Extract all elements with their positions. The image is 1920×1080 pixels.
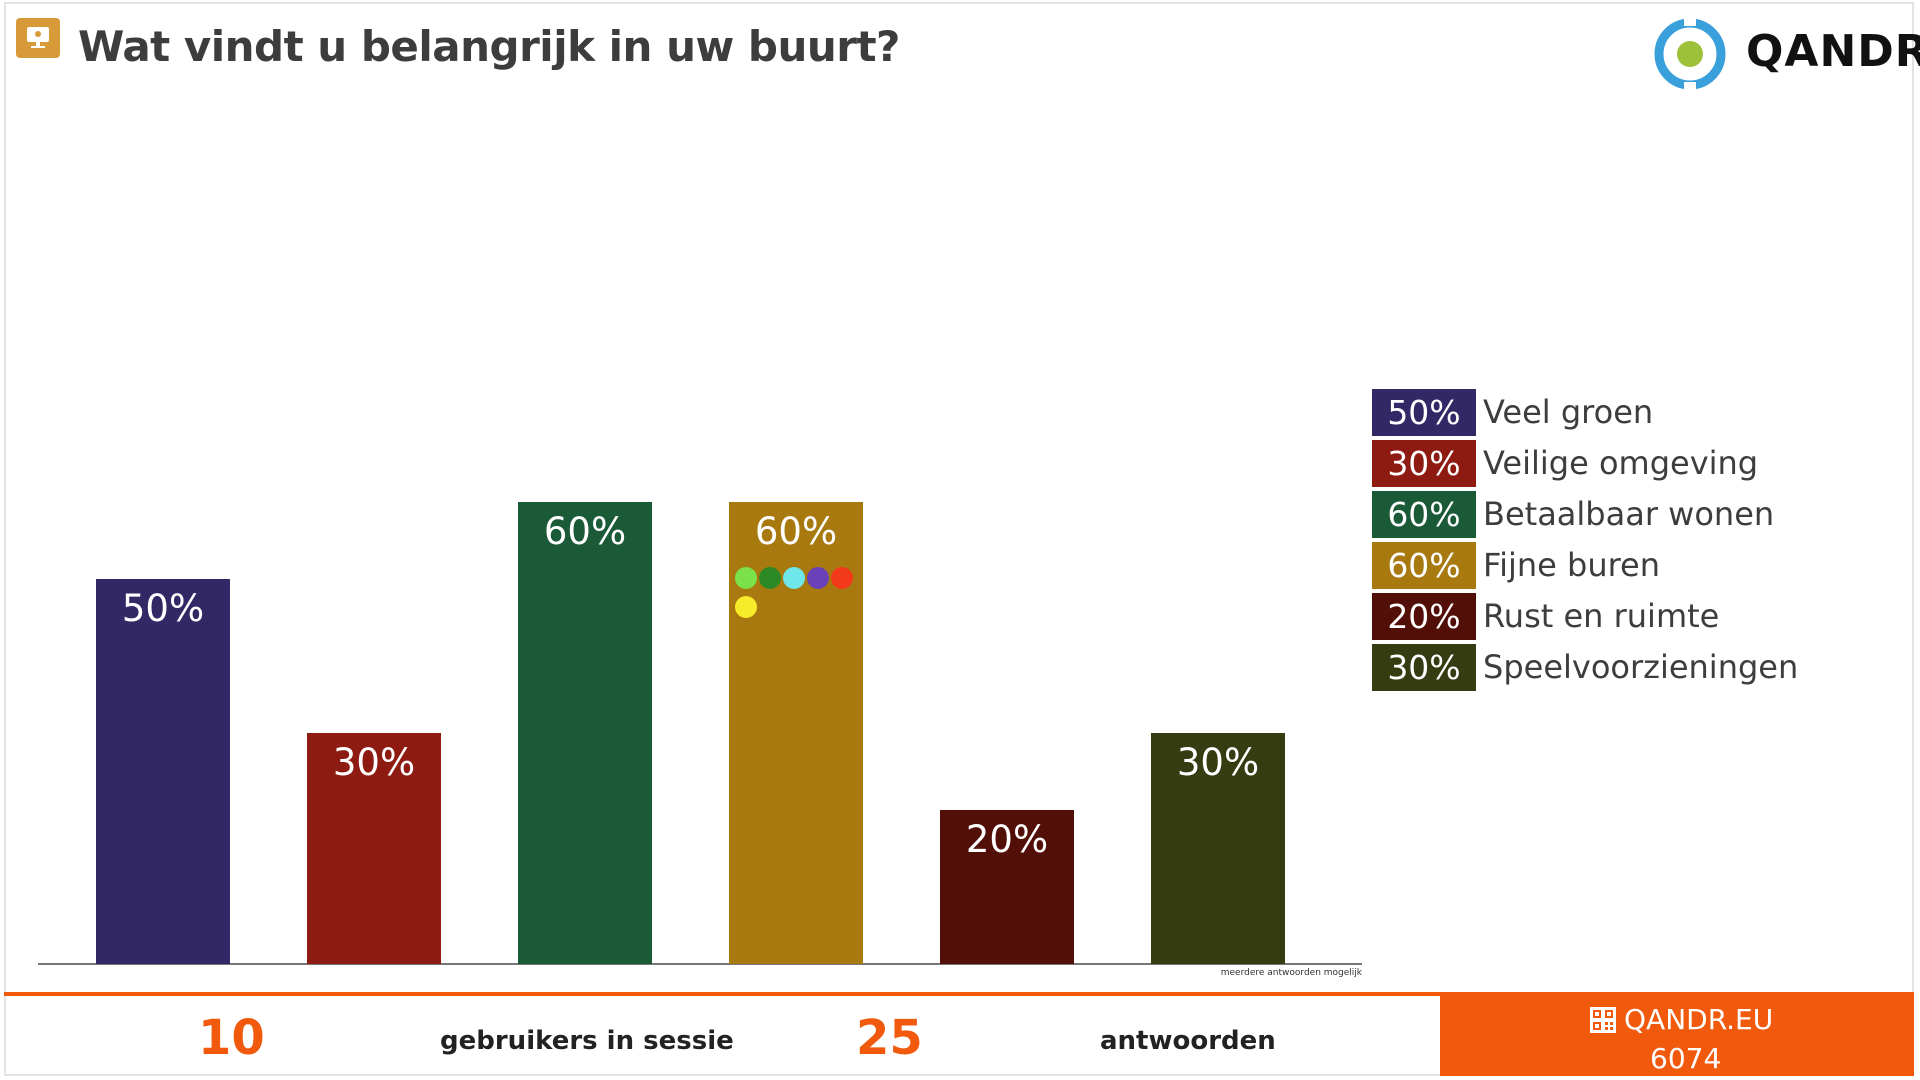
legend-label: Rust en ruimte: [1483, 597, 1720, 635]
answers-label: antwoorden: [1100, 1026, 1276, 1056]
bar-5: [940, 810, 1074, 964]
footer-bar: [4, 992, 1914, 1076]
bar-value-label: 60%: [544, 510, 626, 553]
legend-swatch: 30%: [1372, 439, 1476, 487]
legend-label: Veel groen: [1483, 393, 1654, 431]
voter-dot: [807, 567, 829, 589]
legend-item: 60% Fijne buren: [1372, 539, 1798, 591]
footnote: meerdere antwoorden mogelijk: [1221, 968, 1363, 978]
legend-swatch: 60%: [1372, 541, 1476, 589]
chart-legend: 50% Veel groen 30% Veilige omgeving 60% Betaa…: [1372, 386, 1798, 692]
site-link[interactable]: QANDR.EU: [1624, 1003, 1774, 1036]
slide-frame: [4, 2, 1914, 1076]
voter-dot: [759, 567, 781, 589]
bar-value-label: 50%: [122, 587, 204, 630]
legend-item: 20% Rust en ruimte: [1372, 590, 1798, 642]
legend-label: Fijne buren: [1483, 546, 1661, 584]
voter-dot: [735, 567, 757, 589]
bars-layer: 50% 30% 60% 60% 20% 30%: [96, 502, 1285, 964]
voter-dot: [831, 567, 853, 589]
legend-item: 30% Speelvoorzieningen: [1372, 641, 1798, 693]
voter-dots-layer: [735, 567, 853, 618]
qandr-logo-icon: [1652, 16, 1728, 96]
bar-2: [307, 733, 441, 964]
users-label: gebruikers in sessie: [440, 1026, 734, 1056]
users-count: 10: [198, 1010, 265, 1066]
presentation-icon[interactable]: [16, 18, 60, 58]
legend-item: 60% Betaalbaar wonen: [1372, 488, 1798, 540]
legend-label: Veilige omgeving: [1483, 444, 1759, 482]
bar-value-label: 30%: [1177, 741, 1259, 784]
legend-swatch: 60%: [1372, 490, 1476, 538]
bar-value-label: 60%: [755, 510, 837, 553]
legend-item: 50% Veel groen: [1372, 386, 1798, 438]
voter-dot: [735, 596, 757, 618]
legend-item: 30% Veilige omgeving: [1372, 437, 1798, 489]
legend-swatch: 30%: [1372, 643, 1476, 691]
legend-label: Betaalbaar wonen: [1483, 495, 1775, 533]
bar-3: [518, 502, 652, 964]
bar-chart: 50% 30% 60% 60% 20% 30% meerdere antwoorden m…: [38, 502, 1363, 978]
join-badge[interactable]: QANDR.EU 6074: [1440, 993, 1914, 1076]
qr-code-icon: [1590, 1006, 1616, 1033]
page-title: Wat vindt u belangrijk in uw buurt?: [78, 22, 900, 71]
legend-swatch: 20%: [1372, 592, 1476, 640]
session-code: 6074: [1650, 1042, 1722, 1075]
brand-name: QANDR: [1746, 26, 1920, 77]
bar-value-label: 30%: [333, 741, 415, 784]
bar-6: [1151, 733, 1285, 964]
legend-swatch: 50%: [1372, 388, 1476, 436]
answers-count: 25: [856, 1010, 923, 1066]
bar-value-label: 20%: [966, 818, 1048, 861]
bar-1: [96, 579, 230, 964]
legend-label: Speelvoorzieningen: [1483, 648, 1799, 686]
voter-dot: [783, 567, 805, 589]
